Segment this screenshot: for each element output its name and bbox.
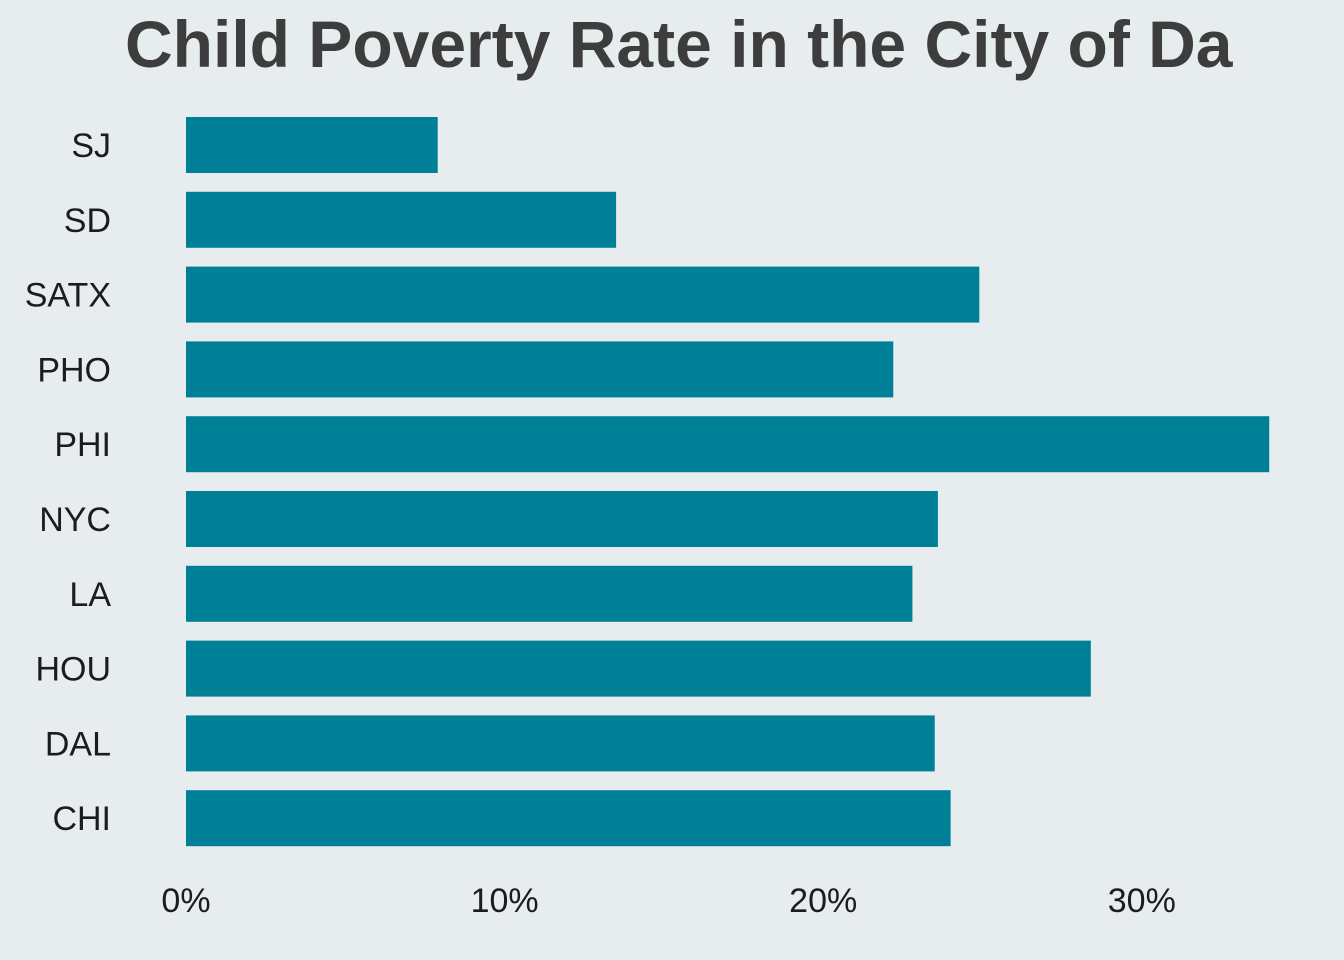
category-label-pho: PHO (37, 351, 111, 389)
category-label-la: LA (69, 576, 111, 614)
x-axis-tick-labels: 0% 10% 20% 30% (161, 882, 1175, 920)
bar-pho (186, 341, 894, 398)
x-tick-label: 0% (161, 882, 210, 920)
bar-hou (186, 640, 1091, 697)
category-label-dal: DAL (45, 725, 111, 763)
bars-layer (186, 117, 1270, 847)
x-tick-label: 20% (789, 882, 857, 920)
category-label-sd: SD (64, 202, 111, 240)
category-labels: SJ SD SATX PHO PHI NYC LA HOU DAL CHI (25, 127, 112, 838)
bar-chi (186, 790, 951, 847)
category-label-chi: CHI (52, 800, 111, 838)
category-label-phi: PHI (54, 426, 111, 464)
category-label-sj: SJ (71, 127, 111, 165)
bar-sd (186, 191, 617, 248)
x-tick-label: 10% (471, 882, 539, 920)
bar-la (186, 565, 913, 622)
category-label-nyc: NYC (39, 501, 111, 539)
chart-title: Child Poverty Rate in the City of Da (125, 7, 1234, 81)
bar-dal (186, 715, 935, 772)
category-label-hou: HOU (35, 651, 111, 689)
category-label-satx: SATX (25, 277, 111, 315)
bar-nyc (186, 491, 938, 547)
x-tick-label: 30% (1108, 882, 1176, 920)
bar-satx (186, 266, 980, 323)
bar-sj (186, 117, 438, 173)
bar-phi (186, 416, 1270, 473)
